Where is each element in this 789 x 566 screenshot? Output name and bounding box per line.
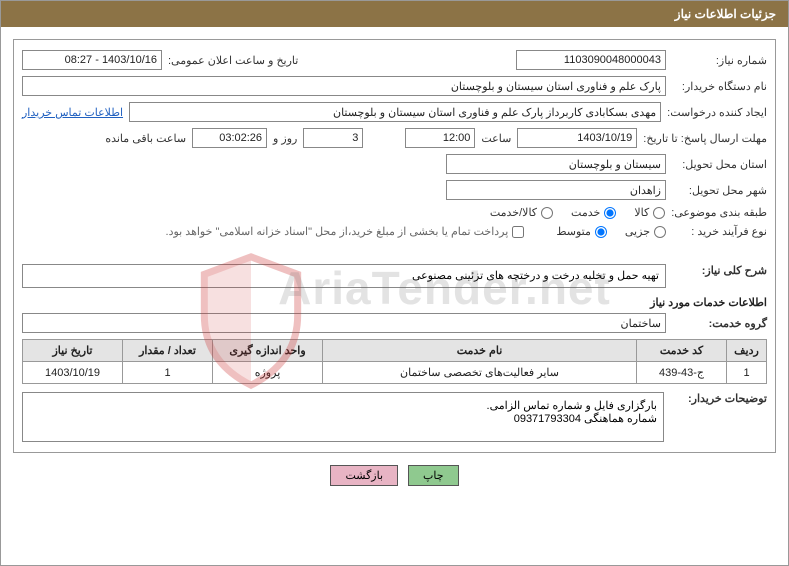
province-field: سیستان و بلوچستان	[446, 154, 666, 174]
td-qty: 1	[123, 362, 213, 384]
days-field: 3	[303, 128, 363, 148]
row-buyer-notes: توضیحات خریدار: بارگزاری فایل و شماره تم…	[22, 392, 767, 442]
row-city: شهر محل تحویل: زاهدان	[22, 180, 767, 200]
proc-partial-item[interactable]: جزیی	[625, 225, 666, 238]
proc-medium-item[interactable]: متوسط	[556, 225, 607, 238]
cat-khedmat-radio[interactable]	[604, 207, 616, 219]
need-no-label: شماره نیاز:	[672, 54, 767, 67]
buyer-org-field: پارک علم و فناوری استان سیستان و بلوچستا…	[22, 76, 666, 96]
services-table: ردیف کد خدمت نام خدمت واحد اندازه گیری ت…	[22, 339, 767, 384]
desc-field: تهیه حمل و تخلیه درخت و درختچه های تزئین…	[22, 264, 666, 288]
content-area: شماره نیاز: 1103090048000043 تاریخ و ساع…	[1, 27, 788, 498]
process-radio-group: جزیی متوسط	[556, 225, 666, 238]
row-process: نوع فرآیند خرید : جزیی متوسط پرداخت تمام…	[22, 225, 767, 238]
row-deadline: مهلت ارسال پاسخ: تا تاریخ: 1403/10/19 سا…	[22, 128, 767, 148]
deadline-date-field: 1403/10/19	[517, 128, 637, 148]
row-requester: ایجاد کننده درخواست: مهدی بسکابادی کاربر…	[22, 102, 767, 122]
row-desc: شرح کلی نیاز: تهیه حمل و تخلیه درخت و در…	[22, 264, 767, 288]
buyer-notes-box: بارگزاری فایل و شماره تماس الزامی. شماره…	[22, 392, 664, 442]
row-need-number: شماره نیاز: 1103090048000043 تاریخ و ساع…	[22, 50, 767, 70]
cat-kala-item[interactable]: کالا	[634, 206, 665, 219]
button-row: چاپ بازگشت	[13, 465, 776, 486]
td-code: ج-43-439	[637, 362, 727, 384]
payment-note-item[interactable]: پرداخت تمام یا بخشی از مبلغ خرید،از محل …	[166, 225, 525, 238]
time-label: ساعت	[481, 132, 511, 145]
cat-kala-radio[interactable]	[653, 207, 665, 219]
cat-both-item[interactable]: کالا/خدمت	[490, 206, 553, 219]
th-date: تاریخ نیاز	[23, 340, 123, 362]
cat-khedmat-item[interactable]: خدمت	[571, 206, 616, 219]
main-container: جزئیات اطلاعات نیاز شماره نیاز: 11030900…	[0, 0, 789, 566]
th-name: نام خدمت	[323, 340, 637, 362]
deadline-label: مهلت ارسال پاسخ: تا تاریخ:	[643, 132, 767, 145]
back-button[interactable]: بازگشت	[330, 465, 398, 486]
category-radio-group: کالا خدمت کالا/خدمت	[490, 206, 665, 219]
city-label: شهر محل تحویل:	[672, 184, 767, 197]
page-title: جزئیات اطلاعات نیاز	[675, 7, 776, 21]
group-label: گروه خدمت:	[672, 317, 767, 330]
need-no-field: 1103090048000043	[516, 50, 666, 70]
proc-partial-label: جزیی	[625, 225, 650, 238]
buyer-contact-link[interactable]: اطلاعات تماس خریدار	[22, 106, 123, 119]
th-unit: واحد اندازه گیری	[213, 340, 323, 362]
category-label: طبقه بندی موضوعی:	[671, 206, 767, 219]
city-field: زاهدان	[446, 180, 666, 200]
province-label: استان محل تحویل:	[672, 158, 767, 171]
td-name: سایر فعالیت‌های تخصصی ساختمان	[323, 362, 637, 384]
group-field: ساختمان	[22, 313, 666, 333]
buyer-notes-line1: بارگزاری فایل و شماره تماس الزامی.	[29, 399, 657, 412]
cat-both-radio[interactable]	[541, 207, 553, 219]
deadline-time-field: 12:00	[405, 128, 475, 148]
th-code: کد خدمت	[637, 340, 727, 362]
requester-field: مهدی بسکابادی کاربرداز پارک علم و فناوری…	[129, 102, 661, 122]
announce-label: تاریخ و ساعت اعلان عمومی:	[168, 54, 298, 67]
payment-note-label: پرداخت تمام یا بخشی از مبلغ خرید،از محل …	[166, 225, 509, 238]
proc-medium-label: متوسط	[556, 225, 591, 238]
row-group: گروه خدمت: ساختمان	[22, 313, 767, 333]
cat-kala-label: کالا	[634, 206, 649, 219]
countdown-field: 03:02:26	[192, 128, 267, 148]
print-button[interactable]: چاپ	[408, 465, 459, 486]
td-unit: پروژه	[213, 362, 323, 384]
process-label: نوع فرآیند خرید :	[672, 225, 767, 238]
row-buyer-org: نام دستگاه خریدار: پارک علم و فناوری است…	[22, 76, 767, 96]
td-row: 1	[727, 362, 767, 384]
table-row: 1 ج-43-439 سایر فعالیت‌های تخصصی ساختمان…	[23, 362, 767, 384]
cat-khedmat-label: خدمت	[571, 206, 600, 219]
th-row: ردیف	[727, 340, 767, 362]
proc-medium-radio[interactable]	[595, 226, 607, 238]
proc-partial-radio[interactable]	[654, 226, 666, 238]
buyer-notes-line2: شماره هماهنگی 09371793304	[29, 412, 657, 425]
cat-both-label: کالا/خدمت	[490, 206, 537, 219]
requester-label: ایجاد کننده درخواست:	[667, 106, 767, 119]
row-province: استان محل تحویل: سیستان و بلوچستان	[22, 154, 767, 174]
row-category: طبقه بندی موضوعی: کالا خدمت کالا/خدمت	[22, 206, 767, 219]
form-box: شماره نیاز: 1103090048000043 تاریخ و ساع…	[13, 39, 776, 453]
buyer-org-label: نام دستگاه خریدار:	[672, 80, 767, 93]
th-qty: تعداد / مقدار	[123, 340, 213, 362]
payment-checkbox[interactable]	[512, 226, 524, 238]
buyer-notes-label: توضیحات خریدار:	[672, 392, 767, 405]
table-header-row: ردیف کد خدمت نام خدمت واحد اندازه گیری ت…	[23, 340, 767, 362]
page-title-bar: جزئیات اطلاعات نیاز	[1, 1, 788, 27]
services-header: اطلاعات خدمات مورد نیاز	[22, 296, 767, 309]
remaining-label: ساعت باقی مانده	[105, 132, 186, 145]
td-date: 1403/10/19	[23, 362, 123, 384]
announce-field: 1403/10/16 - 08:27	[22, 50, 162, 70]
desc-label: شرح کلی نیاز:	[672, 264, 767, 277]
days-and-label: روز و	[273, 132, 297, 145]
